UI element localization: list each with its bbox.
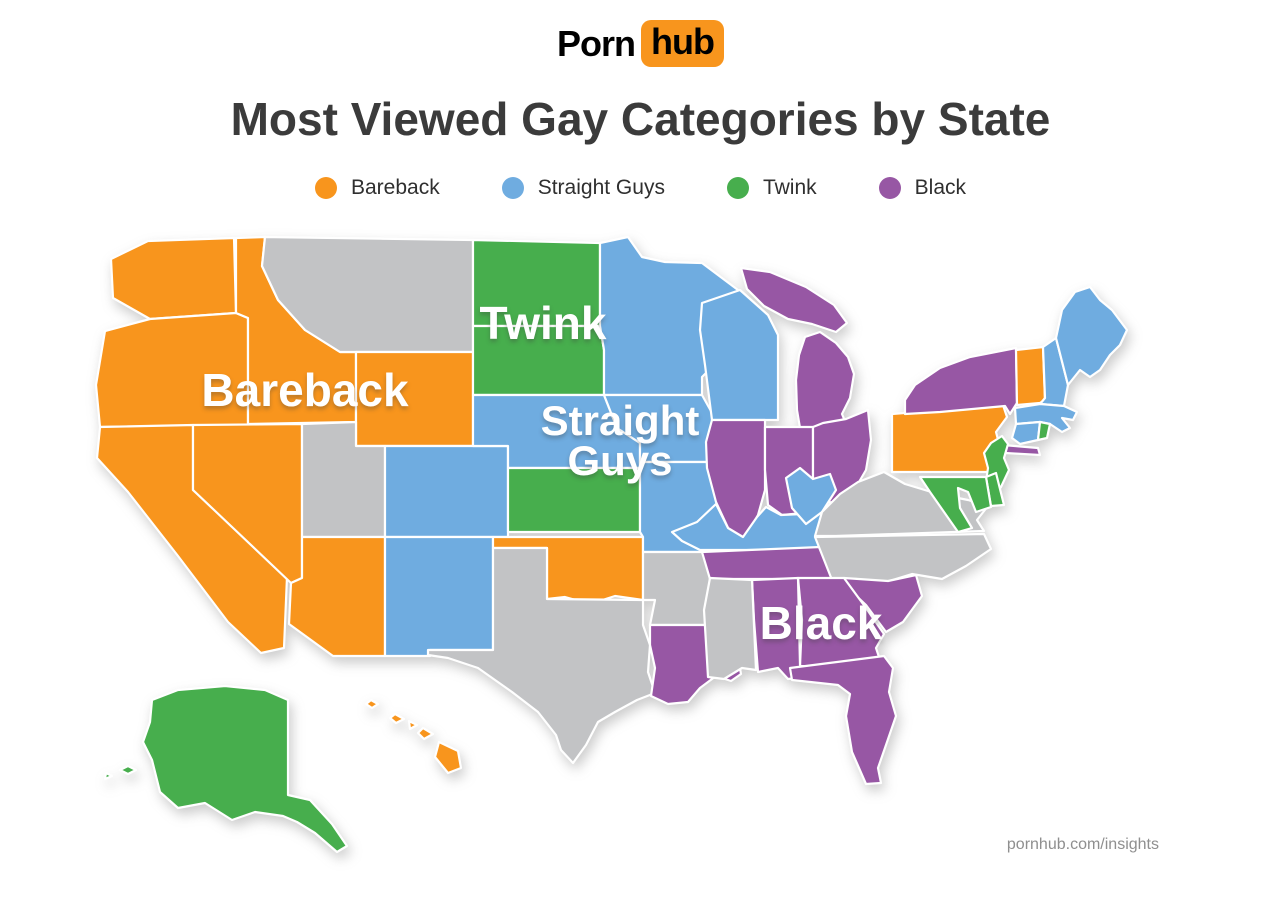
state-alaska: [103, 771, 114, 781]
state-new-mexico: [383, 535, 495, 658]
legend-label-straight-guys: Straight Guys: [537, 176, 665, 199]
state-hawaii: [388, 712, 406, 725]
legend-item-twink: Twink: [726, 176, 817, 200]
state-oregon: [94, 311, 250, 429]
state-washington: [109, 236, 238, 321]
state-alabama: [750, 576, 808, 681]
state-rhode-island: [1036, 420, 1052, 442]
bareback-color-dot-icon: [315, 177, 337, 199]
state-mississippi: [702, 576, 758, 681]
state-michigan: [739, 266, 849, 334]
state-kansas: [506, 466, 642, 534]
pornhub-logo: Porn hub: [0, 20, 1281, 67]
legend-label-bareback: Bareback: [351, 176, 440, 199]
legend-item-straight-guys: Straight Guys: [501, 176, 665, 200]
state-colorado: [383, 444, 510, 539]
state-texas: [426, 546, 657, 765]
logo-text-porn: Porn: [557, 22, 636, 64]
state-new-york: [1001, 443, 1042, 457]
state-arizona: [287, 535, 387, 658]
state-wisconsin: [698, 288, 780, 422]
logo-text-hub: hub: [641, 20, 724, 67]
category-legend: Bareback Straight Guys Twink Black: [0, 176, 1281, 200]
state-maine: [1054, 285, 1129, 387]
state-hawaii: [364, 698, 380, 710]
state-west-virginia: [784, 466, 838, 526]
state-alaska: [141, 684, 349, 854]
footer-url: pornhub.com/insights: [1006, 836, 1159, 853]
twink-color-dot-icon: [726, 177, 749, 199]
black-color-dot-icon: [878, 177, 901, 199]
state-hawaii: [433, 740, 463, 775]
state-north-carolina: [813, 532, 993, 584]
legend-label-black: Black: [914, 176, 966, 199]
state-alaska: [118, 764, 138, 776]
state-michigan: [794, 330, 856, 430]
state-new-york: [903, 346, 1019, 416]
state-south-dakota: [471, 324, 606, 397]
state-vermont: [1014, 345, 1047, 407]
legend-item-black: Black: [878, 176, 966, 200]
state-north-dakota: [471, 238, 602, 328]
state-hawaii: [416, 726, 435, 741]
legend-item-bareback: Bareback: [315, 176, 440, 200]
state-maryland: [918, 475, 993, 534]
state-connecticut: [1010, 420, 1042, 446]
straight-guys-color-dot-icon: [501, 177, 524, 199]
legend-label-twink: Twink: [762, 176, 817, 199]
state-wyoming: [354, 350, 475, 448]
state-florida: [788, 654, 898, 786]
page-title: Most Viewed Gay Categories by State: [230, 93, 1051, 145]
state-hawaii: [407, 719, 419, 731]
